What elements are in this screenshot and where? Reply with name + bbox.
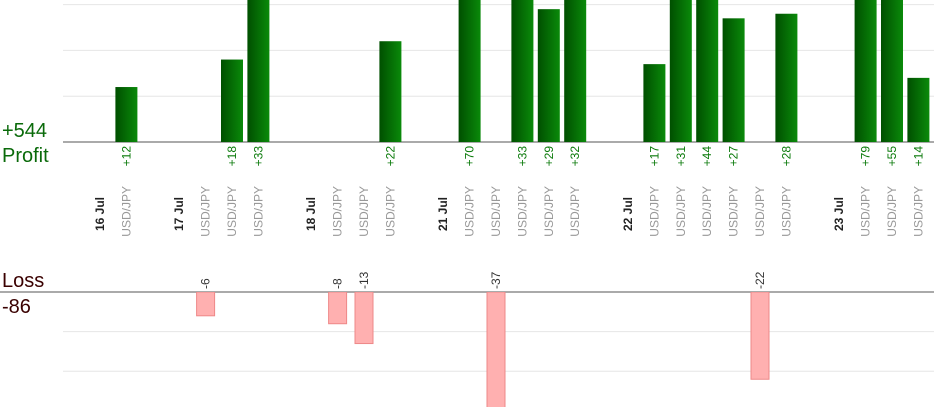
pair-label: USD/JPY: [779, 186, 793, 237]
profit-bar: [722, 18, 745, 142]
pair-label: USD/JPY: [357, 186, 371, 237]
loss-value-label: -6: [199, 278, 213, 289]
pair-label: USD/JPY: [674, 186, 688, 237]
profit-bar: [907, 77, 930, 142]
profit-bar: [854, 0, 877, 142]
labels: 16 Jul USD/JPY +12 17 Jul USD/JPY -6 USD/JPY +1…: [93, 146, 925, 289]
pair-label: USD/JPY: [489, 186, 503, 237]
profit-value-label: +44: [700, 146, 714, 167]
pair-label: USD/JPY: [383, 186, 397, 237]
loss-bar: [354, 292, 374, 345]
profit-value-label: +32: [568, 146, 582, 167]
date-label: 17 Jul: [172, 197, 186, 231]
date-label: 16 Jul: [93, 197, 107, 231]
profit-bar: [564, 0, 587, 142]
profit-value-label: +14: [911, 146, 925, 167]
profit-bar: [881, 0, 903, 142]
profit-bar: [669, 0, 692, 142]
profit-bar: [221, 59, 243, 142]
profit-value-label: +28: [779, 146, 793, 167]
profit-value-label: +27: [727, 146, 741, 167]
pair-label: USD/JPY: [199, 186, 213, 237]
profit-bar: [379, 41, 402, 142]
profit-value-label: +29: [542, 146, 556, 167]
loss-label: Loss: [2, 270, 44, 292]
profit-value-label: +33: [251, 146, 265, 167]
date-label: 22 Jul: [621, 197, 635, 231]
profit-value-label: +33: [515, 146, 529, 167]
profit-bar: [696, 0, 719, 142]
profit-bar: [247, 0, 270, 142]
loss-value-label: -13: [357, 271, 371, 289]
profit-label: Profit: [2, 145, 49, 167]
profit-value-label: +17: [647, 146, 661, 167]
loss-bar: [486, 292, 506, 407]
pair-label: USD/JPY: [727, 186, 741, 237]
loss-total: -86: [2, 296, 31, 318]
profit-value-label: +55: [885, 146, 899, 167]
pair-label: USD/JPY: [700, 186, 714, 237]
pair-label: USD/JPY: [568, 186, 582, 237]
date-label: 21 Jul: [436, 197, 450, 231]
profit-value-label: +18: [225, 146, 239, 167]
pair-label: USD/JPY: [251, 186, 265, 237]
profit-value-label: +31: [674, 146, 688, 167]
profit-bar: [115, 87, 138, 142]
pair-label: USD/JPY: [647, 186, 661, 237]
loss-bar: [328, 292, 348, 325]
profit-value-label: +79: [859, 146, 873, 167]
pair-label: USD/JPY: [542, 186, 556, 237]
loss-value-label: -22: [753, 271, 767, 289]
pair-label: USD/JPY: [225, 186, 239, 237]
bars: [115, 0, 930, 407]
profit-bar: [775, 13, 798, 142]
loss-value-label: -8: [331, 278, 345, 289]
pair-label: USD/JPY: [859, 186, 873, 237]
profit-total: +544: [2, 120, 47, 142]
profit-bar: [537, 9, 560, 142]
pair-label: USD/JPY: [119, 186, 133, 237]
profit-value-label: +12: [119, 146, 133, 167]
profit-bar: [643, 64, 666, 142]
profit-value-label: +22: [383, 146, 397, 167]
pair-label: USD/JPY: [885, 186, 899, 237]
date-label: 23 Jul: [832, 197, 846, 231]
pair-label: USD/JPY: [515, 186, 529, 237]
loss-bar: [750, 292, 770, 380]
pair-label: USD/JPY: [753, 186, 767, 237]
profit-value-label: +70: [463, 146, 477, 167]
date-label: 18 Jul: [304, 197, 318, 231]
pair-label: USD/JPY: [331, 186, 345, 237]
profit-bar: [458, 0, 481, 142]
pair-label: USD/JPY: [463, 186, 477, 237]
pair-label: USD/JPY: [911, 186, 925, 237]
profit-bar: [511, 0, 534, 142]
loss-bar: [196, 292, 216, 317]
loss-value-label: -37: [489, 271, 503, 289]
